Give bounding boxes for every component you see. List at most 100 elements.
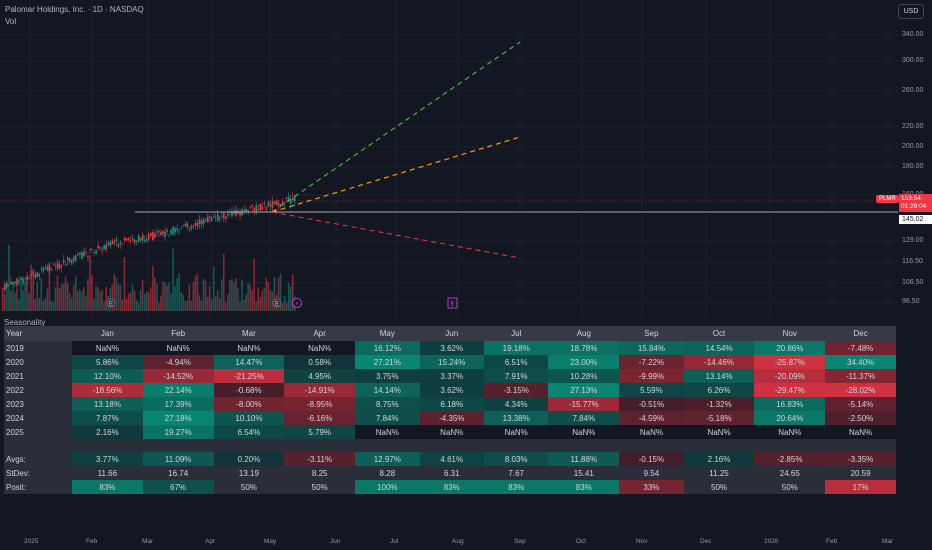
volume-bar — [12, 289, 14, 311]
volume-bar — [125, 298, 128, 311]
volume-bar — [178, 273, 180, 311]
candle — [10, 281, 12, 285]
candle — [38, 274, 41, 276]
volume-bar — [225, 302, 227, 311]
table-row: 2019 NaN% NaN% NaN% NaN% 16.12% 3.62% 19.18% 18.… — [4, 341, 896, 355]
volume-bar — [28, 293, 30, 311]
candle — [216, 214, 219, 222]
volume-bar — [285, 302, 288, 311]
volume-bar — [265, 278, 268, 311]
time-axis-label: Oct — [576, 538, 587, 545]
candle — [204, 220, 207, 222]
volume-bar — [156, 283, 158, 311]
volume-bar — [8, 244, 10, 311]
return-cell: 5.59% — [619, 383, 684, 397]
candle — [93, 252, 95, 253]
svg-text:E: E — [275, 302, 279, 308]
stats-cell: 17% — [825, 480, 896, 494]
candle — [152, 232, 154, 240]
volume-bar — [198, 295, 201, 311]
volume-bar — [152, 265, 154, 311]
volume-bar — [263, 287, 266, 311]
volume-bar — [44, 298, 47, 311]
stats-cell: 33% — [619, 480, 684, 494]
candle — [125, 238, 128, 241]
candle — [253, 208, 256, 211]
volume-bar — [121, 299, 124, 311]
volume-bar — [20, 282, 22, 311]
time-axis-label: Feb — [86, 538, 98, 545]
volume-bar — [10, 290, 12, 311]
candle — [271, 201, 274, 208]
price-axis-label: 220.00 — [902, 123, 924, 130]
candles — [2, 192, 296, 293]
candle — [46, 266, 49, 271]
volume-bar — [291, 274, 294, 311]
candle — [245, 208, 247, 212]
return-cell: NaN% — [142, 341, 214, 355]
return-cell: 6.18% — [419, 397, 484, 411]
table-header-cell: Aug — [548, 326, 620, 341]
return-cell: 7.91% — [483, 369, 549, 383]
candle — [210, 217, 213, 222]
volume-bar — [188, 284, 191, 311]
candle — [289, 198, 292, 204]
volume-bar — [40, 277, 43, 311]
candle — [198, 219, 201, 224]
time-axis-label: Aug — [452, 538, 464, 545]
return-cell: NaN% — [619, 425, 684, 439]
year-cell: 2023 — [4, 397, 72, 411]
return-cell: -8.00% — [213, 397, 285, 411]
volume-bar — [208, 286, 211, 311]
return-cell: 20.86% — [754, 341, 826, 355]
volume-bar — [66, 283, 69, 311]
return-cell: 14.54% — [683, 341, 755, 355]
volume-bar — [119, 285, 122, 311]
candle — [81, 252, 83, 259]
volume-bar — [147, 292, 150, 311]
return-cell: -7.48% — [825, 341, 896, 355]
volume-bar — [168, 282, 170, 311]
return-cell: 3.75% — [355, 369, 420, 383]
stats-row: Avgs: 3.77% 11.09% 0.20% -3.11% 12.97% 4.61% 8.… — [4, 452, 896, 466]
volume-bar — [18, 298, 20, 311]
chart-grid — [0, 0, 898, 318]
candle — [4, 283, 6, 291]
price-axis-label: 300.00 — [902, 57, 924, 64]
stats-cell: 50% — [213, 480, 285, 494]
volume-bar — [111, 284, 114, 311]
volume-bar — [289, 286, 292, 311]
candle — [44, 268, 47, 270]
table-header-cell: Jun — [419, 326, 484, 341]
candle — [139, 237, 142, 241]
return-cell: -29.47% — [754, 383, 826, 397]
candle — [257, 209, 260, 210]
stats-label: StDev: — [4, 466, 72, 480]
candle — [150, 233, 152, 237]
return-cell: 16.83% — [754, 397, 826, 411]
volume-bar — [141, 280, 144, 311]
year-cell: 2024 — [4, 411, 72, 425]
candle — [160, 232, 162, 236]
chart-canvas[interactable]: E E ⚡ E — [0, 0, 932, 318]
year-cell: 2022 — [4, 383, 72, 397]
candle — [287, 196, 290, 203]
candle — [129, 240, 132, 242]
candle — [184, 224, 187, 226]
volume-bar — [202, 278, 205, 311]
return-cell: 3.37% — [419, 369, 484, 383]
time-axis[interactable]: 2025 Feb Mar Apr May Jun Jul Aug Sep Oct Nov Dec 202… — [0, 538, 932, 550]
candle — [97, 245, 99, 248]
stats-cell: 83% — [548, 480, 620, 494]
currency-button[interactable]: USD — [898, 4, 924, 19]
price-chart[interactable]: E E ⚡ E Palomar Holdings, Inc. · 1D · NA… — [0, 0, 932, 318]
bar-countdown: 01:29:04 — [901, 203, 927, 210]
candle — [137, 235, 140, 242]
candle — [91, 249, 93, 251]
candle — [70, 259, 73, 264]
volume-bar — [243, 300, 245, 311]
candle — [277, 202, 280, 206]
time-axis-label: Jun — [330, 538, 341, 545]
return-cell: -5.14% — [825, 397, 896, 411]
candle — [174, 228, 176, 233]
